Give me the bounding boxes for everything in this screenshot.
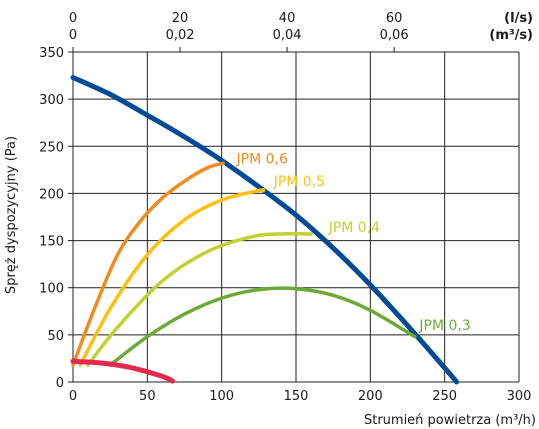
top-unit-m3s: (m³/s) (489, 28, 533, 43)
y-tick-label: 250 (39, 140, 64, 155)
top-tick-label-m3s: 0,04 (273, 28, 302, 43)
x-tick-label: 200 (358, 389, 383, 404)
series-label-1: JPM 0,6 (236, 151, 288, 167)
series-line-4 (108, 286, 417, 367)
top-unit-ls: (l/s) (504, 11, 533, 26)
x-axis-label: Strumień powietrza (m³/h) (364, 413, 536, 428)
x-tick-label: 250 (432, 389, 457, 404)
y-tick-label: 300 (39, 93, 64, 108)
x-tick-label: 150 (284, 389, 309, 404)
top-tick-label-ls: 40 (279, 11, 296, 26)
series-line-2 (78, 188, 266, 367)
y-axis-label: Spręż dyspozycyjny (Pa) (4, 136, 19, 294)
x-tick-label: 300 (507, 389, 532, 404)
series-line-0 (70, 75, 460, 385)
x-tick-label: 100 (209, 389, 234, 404)
y-tick-label: 350 (39, 46, 64, 61)
series-label-2: JPM 0,5 (273, 174, 325, 190)
series-labels: JPM 0,6 JPM 0,5 JPM 0,4 JPM 0,3 (236, 151, 471, 334)
series-group (70, 75, 460, 385)
ticks-group: 0 50 100 150 200 250 3000501001502002503003500… (39, 11, 531, 404)
y-tick-label: 50 (47, 329, 64, 344)
series-label-3: JPM 0,4 (328, 220, 380, 236)
x-tick-label: 50 (139, 389, 156, 404)
y-tick-label: 0 (56, 376, 64, 391)
y-tick-label: 100 (39, 282, 64, 297)
y-tick-label: 150 (39, 235, 64, 250)
series-label-4: JPM 0,3 (418, 318, 470, 334)
top-tick-label-m3s: 0,02 (166, 28, 195, 43)
x-tick-label: 0 (69, 389, 77, 404)
series-line-3 (86, 232, 313, 367)
top-tick-label-ls: 0 (69, 11, 77, 26)
grid (68, 47, 520, 383)
series-line-1 (71, 161, 225, 367)
top-tick-label-ls: 20 (172, 11, 189, 26)
top-tick-label-ls: 60 (386, 11, 403, 26)
series-line-5 (70, 358, 176, 384)
y-tick-label: 200 (39, 187, 64, 202)
top-tick-label-m3s: 0 (69, 28, 77, 43)
top-tick-label-m3s: 0,06 (380, 28, 409, 43)
